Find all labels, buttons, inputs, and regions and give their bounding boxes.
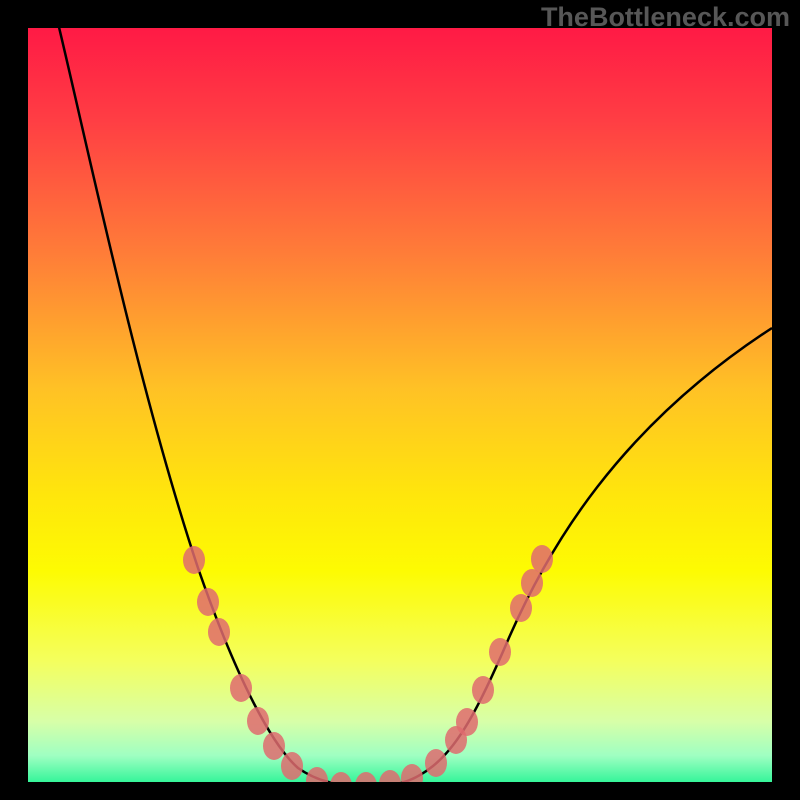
curve-marker — [489, 638, 511, 666]
curve-marker — [208, 618, 230, 646]
curve-marker — [247, 707, 269, 735]
curve-marker — [281, 752, 303, 780]
curve-marker — [183, 546, 205, 574]
frame-border-bottom — [0, 782, 800, 800]
gradient-background — [28, 28, 772, 782]
curve-marker — [425, 749, 447, 777]
curve-marker — [263, 732, 285, 760]
chart-svg — [28, 28, 772, 782]
curve-marker — [472, 676, 494, 704]
chart-frame: TheBottleneck.com — [0, 0, 800, 800]
curve-marker — [197, 588, 219, 616]
frame-border-left — [0, 0, 28, 800]
curve-marker — [521, 569, 543, 597]
curve-marker — [531, 545, 553, 573]
plot-area — [28, 28, 772, 782]
frame-border-right — [772, 0, 800, 800]
curve-marker — [230, 674, 252, 702]
curve-marker — [456, 708, 478, 736]
watermark-text: TheBottleneck.com — [541, 2, 790, 33]
curve-marker — [510, 594, 532, 622]
